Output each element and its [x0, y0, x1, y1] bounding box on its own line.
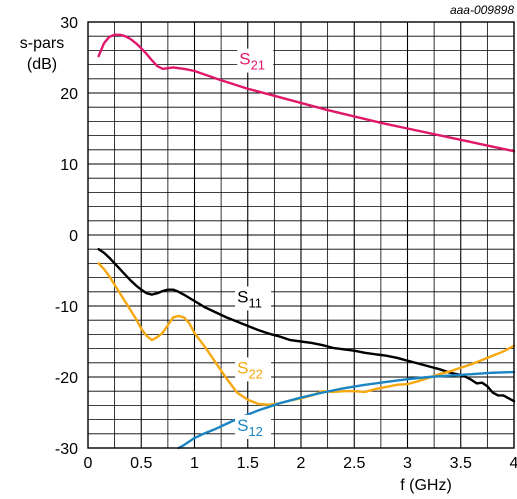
- series-label-background: [235, 414, 272, 439]
- y-tick-label: -10: [55, 299, 78, 316]
- chart-tick-labels: 0 0.5 1 1.5 2 2.5 3 3.5 4 30 20 10 0 -10 -20 -30: [55, 15, 517, 472]
- series-line-s12: [177, 370, 516, 450]
- x-tick-label: 3.5: [450, 455, 472, 472]
- series-line-s11: [97, 248, 516, 403]
- chart-series: [97, 33, 516, 450]
- series-label-s11: S11: [237, 287, 262, 310]
- x-tick-label: 0: [84, 455, 93, 472]
- chart-grid: [88, 22, 514, 448]
- y-tick-label: 0: [69, 228, 78, 245]
- series-label-background: [235, 286, 272, 311]
- chart-frame: [87, 21, 515, 449]
- chart-series-labels: S21 S11 S22 S12: [235, 48, 274, 439]
- y-tick-label: 30: [60, 15, 78, 32]
- y-tick-label: 20: [60, 86, 78, 103]
- y-tick-label: -20: [55, 370, 78, 387]
- plot-frame: [87, 21, 515, 449]
- y-axis-label-line-1: s-pars: [20, 35, 64, 52]
- document-id: aaa-009898: [450, 3, 514, 17]
- series-label-background: [237, 48, 274, 73]
- series-label-s12: S12: [237, 416, 263, 439]
- y-axis-label-line-2: (dB): [27, 56, 57, 73]
- x-tick-label: 1: [190, 455, 199, 472]
- x-tick-label: 0.5: [130, 455, 152, 472]
- series-label-s22: S22: [237, 358, 263, 381]
- series-line-s21: [97, 33, 516, 153]
- x-tick-label: 3: [403, 455, 412, 472]
- y-tick-label: -30: [55, 441, 78, 458]
- series-label-s21: S21: [239, 50, 265, 73]
- x-axis-label: f (GHz): [400, 477, 452, 494]
- x-tick-label: 2.5: [343, 455, 365, 472]
- x-tick-label: 2: [297, 455, 306, 472]
- series-label-background: [235, 357, 272, 382]
- y-tick-label: 10: [60, 157, 78, 174]
- x-tick-label: 1.5: [237, 455, 259, 472]
- x-tick-label: 4: [510, 455, 517, 472]
